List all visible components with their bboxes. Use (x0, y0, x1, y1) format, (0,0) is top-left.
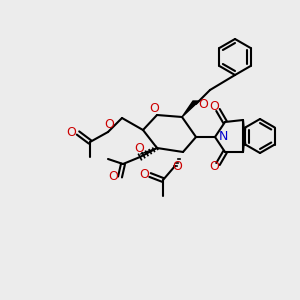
Text: O: O (104, 118, 114, 130)
Text: O: O (198, 98, 208, 112)
Text: O: O (172, 160, 182, 173)
Text: O: O (139, 169, 149, 182)
Text: O: O (149, 101, 159, 115)
Text: O: O (134, 142, 144, 155)
Text: O: O (209, 160, 219, 173)
Text: O: O (108, 170, 118, 184)
Text: O: O (66, 127, 76, 140)
Text: O: O (209, 100, 219, 113)
Polygon shape (182, 101, 199, 117)
Text: N: N (219, 130, 228, 143)
